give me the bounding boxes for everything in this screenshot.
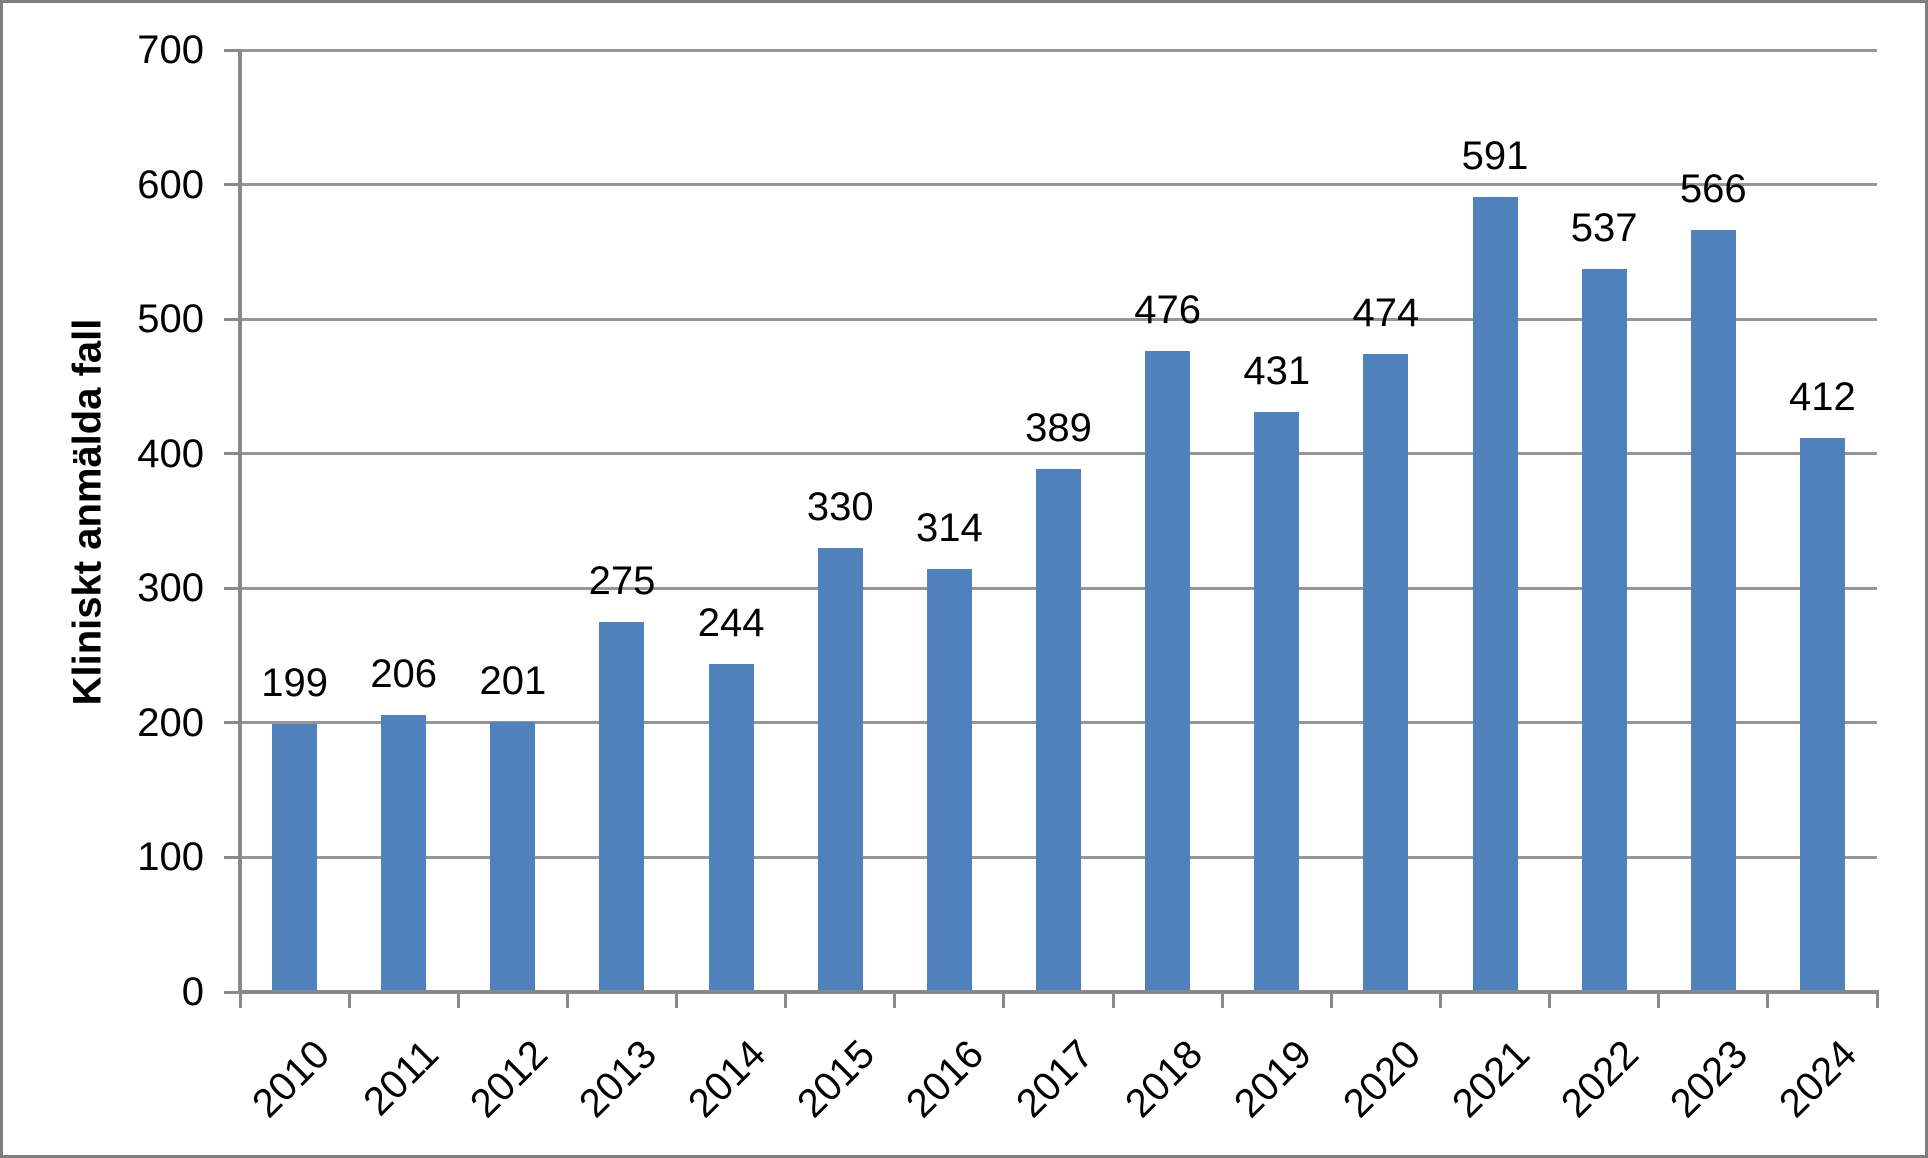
y-tick-700: [224, 48, 240, 52]
x-tick-label-2015: 2015: [789, 1032, 884, 1127]
x-tick-label-2011: 2011: [354, 1032, 447, 1124]
bar-value-label-2023: 566: [1679, 167, 1747, 212]
x-tick-15: [1875, 992, 1879, 1008]
bar-value-label-2024: 412: [1789, 374, 1856, 419]
plot-area: 199 206 201 275 244 330 314 389 476 431 474 591 537 5…: [224, 48, 1879, 1008]
gridline-y-600: [240, 183, 1877, 187]
bar-value-label-2022: 537: [1570, 206, 1638, 251]
y-tick-500: [224, 317, 240, 321]
bar-2013: [599, 621, 645, 992]
x-tick-label-2024: 2024: [1771, 1032, 1866, 1127]
bar-2012: [490, 721, 536, 992]
x-tick-12: [1548, 992, 1552, 1008]
bar-value-label-2019: 431: [1243, 349, 1311, 393]
bar-value-label-2020: 474: [1352, 291, 1420, 336]
x-tick-label-2019: 2019: [1225, 1032, 1320, 1127]
bar-value-label-2017: 389: [1025, 405, 1092, 450]
bar-value-label-2010: 199: [261, 661, 328, 706]
x-tick-9: [1220, 992, 1224, 1008]
bar-value-label-2021: 591: [1461, 133, 1529, 178]
y-tick-label-500: 500: [137, 297, 204, 342]
x-tick-5: [784, 992, 788, 1008]
x-tick-2: [456, 992, 460, 1008]
gridline-y-400: [240, 452, 1877, 456]
bar-2023: [1690, 230, 1736, 992]
y-tick-label-300: 300: [137, 566, 204, 611]
x-tick-1: [347, 992, 351, 1008]
x-tick-10: [1329, 992, 1333, 1008]
x-tick-label-2017: 2017: [1007, 1032, 1102, 1127]
bar-value-label-2016: 314: [915, 506, 983, 551]
x-tick-6: [893, 992, 897, 1008]
x-tick-label-2018: 2018: [1116, 1032, 1211, 1127]
y-tick-label-0: 0: [181, 970, 204, 1014]
x-tick-4: [675, 992, 679, 1008]
x-axis-line: [240, 990, 1879, 994]
y-tick-label-700: 700: [137, 28, 204, 72]
x-tick-13: [1657, 992, 1661, 1008]
bar-value-label-2018: 476: [1134, 288, 1201, 333]
bar-2015: [817, 547, 863, 992]
x-tick-label-2012: 2012: [461, 1032, 556, 1127]
bar-2020: [1363, 354, 1409, 992]
x-tick-label-2016: 2016: [898, 1032, 993, 1127]
y-tick-400: [224, 452, 240, 456]
bar-value-label-2015: 330: [806, 484, 874, 529]
y-tick-label-200: 200: [137, 700, 204, 745]
gridline-y-500: [240, 317, 1877, 321]
x-tick-0: [238, 992, 242, 1008]
y-tick-600: [224, 183, 240, 187]
x-tick-14: [1766, 992, 1770, 1008]
y-tick-300: [224, 586, 240, 590]
bar-2010: [272, 724, 318, 992]
bar-value-label-2011: 206: [370, 651, 438, 696]
y-tick-0: [224, 990, 240, 994]
x-tick-label-2022: 2022: [1553, 1032, 1648, 1127]
bar-2022: [1581, 269, 1627, 992]
bar-value-label-2012: 201: [479, 658, 547, 703]
y-tick-200: [224, 721, 240, 725]
x-tick-3: [565, 992, 569, 1008]
x-tick-label-2010: 2010: [243, 1032, 338, 1127]
y-axis-line: [238, 50, 242, 994]
bar-2021: [1472, 196, 1518, 992]
y-tick-label-100: 100: [137, 835, 204, 880]
y-tick-100: [224, 855, 240, 859]
bar-2011: [381, 714, 427, 992]
bar-value-label-2014: 244: [697, 600, 765, 645]
x-tick-label-2023: 2023: [1662, 1032, 1757, 1127]
bar-2017: [1036, 468, 1081, 992]
bar-2018: [1145, 351, 1191, 992]
bar-value-label-2013: 275: [588, 558, 656, 603]
y-tick-label-400: 400: [137, 431, 204, 476]
y-axis-title: Kliniskt anmälda fall: [65, 318, 110, 706]
bar-2014: [708, 663, 754, 992]
x-tick-label-2013: 2013: [571, 1032, 666, 1127]
y-tick-label-600: 600: [137, 162, 204, 207]
bar-2016: [926, 569, 972, 992]
x-tick-8: [1111, 992, 1115, 1008]
x-tick-11: [1438, 992, 1442, 1008]
bar-2019: [1254, 412, 1300, 992]
x-tick-label-2014: 2014: [680, 1032, 775, 1127]
x-tick-label-2021: 2021: [1444, 1032, 1539, 1127]
bar-2024: [1799, 437, 1845, 992]
x-tick-label-2020: 2020: [1334, 1032, 1430, 1127]
gridline-y-700: [240, 48, 1877, 52]
x-tick-7: [1002, 992, 1006, 1008]
